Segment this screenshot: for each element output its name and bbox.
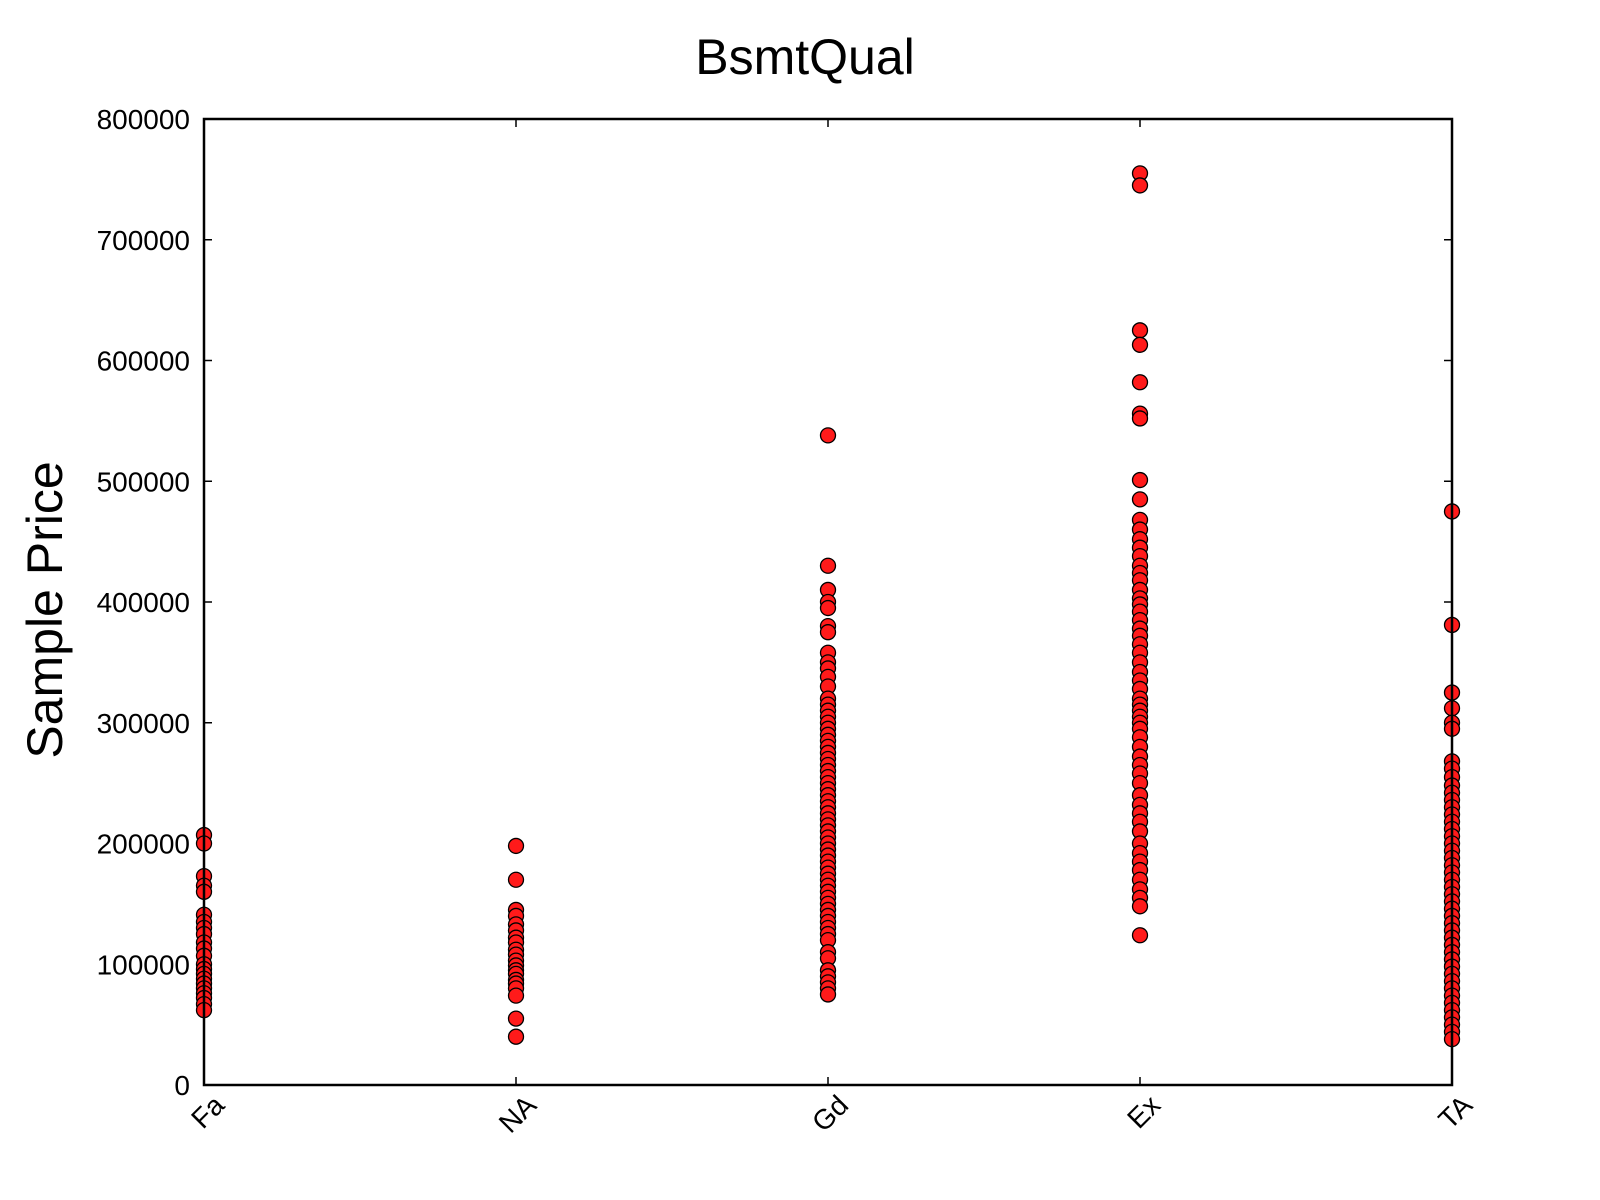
data-point — [819, 624, 837, 641]
y-tick-label: 200000 — [97, 829, 190, 860]
x-tick-label: TA — [1432, 1089, 1478, 1135]
data-point — [819, 557, 837, 574]
x-tick-label: Ex — [1121, 1089, 1166, 1134]
points-layer — [195, 165, 1461, 1048]
data-point — [1131, 471, 1149, 489]
plot-frame — [202, 117, 1454, 1087]
data-point — [1131, 491, 1149, 508]
y-tick-label: 800000 — [97, 104, 190, 135]
y-tick-label: 400000 — [97, 587, 190, 618]
data-point — [1131, 336, 1149, 353]
ticks-layer: 0 100000 200000 300000 400000 500000 600000 700… — [97, 104, 1479, 1139]
chart-title: BsmtQual — [695, 29, 915, 85]
data-point — [819, 427, 837, 444]
data-point — [1131, 927, 1149, 944]
data-point — [1131, 177, 1149, 194]
x-tick-label: Fa — [185, 1089, 230, 1134]
data-point — [1131, 898, 1149, 915]
y-tick-label: 600000 — [97, 346, 190, 377]
data-point — [1131, 374, 1149, 391]
x-tick-label: Gd — [806, 1089, 854, 1137]
data-point — [1131, 322, 1149, 339]
data-point — [507, 871, 525, 888]
data-point — [819, 599, 837, 617]
data-point — [507, 1010, 525, 1027]
y-axis-label: Sample Price — [17, 461, 73, 758]
y-tick-label: 300000 — [97, 708, 190, 739]
y-tick-label: 500000 — [97, 466, 190, 497]
data-point — [819, 986, 837, 1003]
x-tick-label: NA — [493, 1089, 543, 1139]
y-tick-label: 100000 — [97, 949, 190, 980]
y-tick-label: 0 — [174, 1070, 190, 1101]
data-point — [1131, 410, 1149, 427]
data-point — [507, 987, 525, 1004]
y-tick-label: 700000 — [97, 225, 190, 256]
data-point — [507, 1028, 525, 1045]
data-point — [507, 837, 525, 855]
